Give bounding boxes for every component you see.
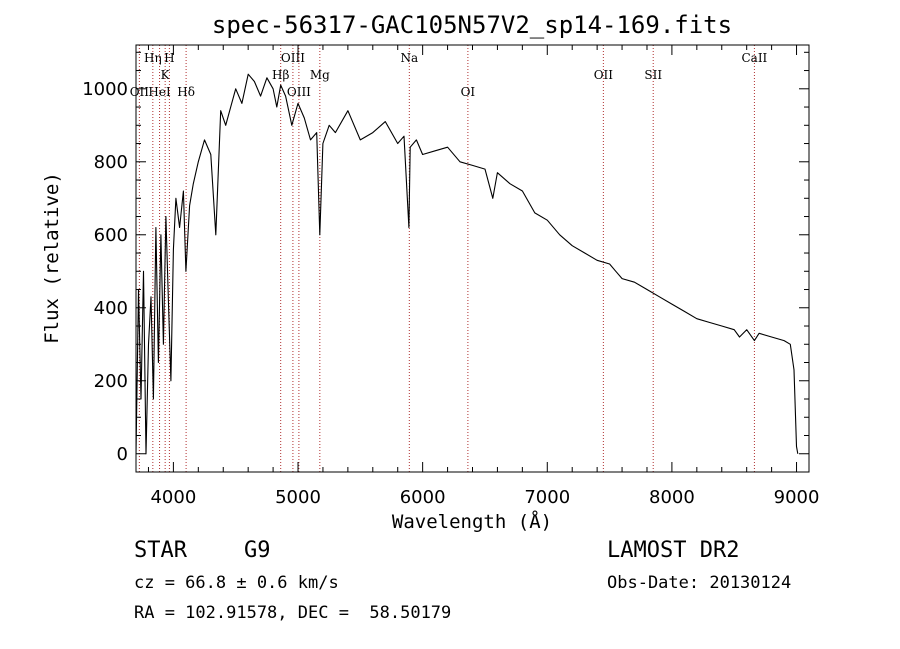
x-tick-label: 6000 xyxy=(400,487,446,508)
y-tick-label: 0 xyxy=(117,444,128,465)
spectral-line-label: OI xyxy=(461,85,476,99)
x-axis-label: Wavelength (Å) xyxy=(392,510,552,533)
spectral-line-label: OII xyxy=(130,85,150,99)
y-tick-label: 200 xyxy=(94,371,128,392)
spectrum-line xyxy=(136,73,799,455)
x-tick-label: 5000 xyxy=(275,487,321,508)
object-subclass: G9 xyxy=(244,538,271,563)
spectral-line-label: OIII xyxy=(281,51,305,65)
spectral-line-label: OII xyxy=(594,68,614,82)
x-tick-label: 9000 xyxy=(774,487,820,508)
spectral-line-label: OIII xyxy=(287,85,311,99)
spectrum-series xyxy=(136,73,799,455)
spectral-line-label: Hη xyxy=(144,51,162,65)
spectral-line-label: SII xyxy=(644,68,662,82)
y-tick-label: 600 xyxy=(94,225,128,246)
spectral-lines: OII Hη HeI KH Hδ Hβ OIII OIII Mg Na OI OII SII CaII xyxy=(130,45,768,472)
object-class: STAR xyxy=(134,538,187,563)
spectral-line-label: HeI xyxy=(148,85,171,99)
y-tick-label: 800 xyxy=(94,152,128,173)
spectral-line-label: H xyxy=(164,51,174,65)
spectral-line-label: CaII xyxy=(741,51,767,65)
x-tick-label: 7000 xyxy=(524,487,570,508)
spectral-line-label: Hδ xyxy=(177,85,195,99)
spectral-line-label: Hβ xyxy=(272,68,289,82)
observation-date: Obs-Date: 20130124 xyxy=(607,573,792,593)
axis-ticks: 4000 5000 6000 7000 8000 9000 0 200 400 600 800 100… xyxy=(82,45,819,508)
plot-frame xyxy=(135,44,810,473)
x-tick-label: 8000 xyxy=(649,487,695,508)
y-axis-label: Flux (relative) xyxy=(41,172,63,344)
spectral-line-label: K xyxy=(161,68,171,82)
survey-name: LAMOST DR2 xyxy=(607,538,740,563)
y-tick-label: 1000 xyxy=(82,79,128,100)
chart-title: spec-56317-GAC105N57V2_sp14-169.fits xyxy=(212,11,732,39)
spectral-line-label: Mg xyxy=(310,68,330,82)
spectral-line-label: Na xyxy=(400,51,418,65)
ra-dec-coords: RA = 102.91578, DEC = 58.50179 xyxy=(134,603,452,623)
x-tick-label: 4000 xyxy=(150,487,196,508)
y-tick-label: 400 xyxy=(94,298,128,319)
redshift-cz: cz = 66.8 ± 0.6 km/s xyxy=(134,573,339,593)
